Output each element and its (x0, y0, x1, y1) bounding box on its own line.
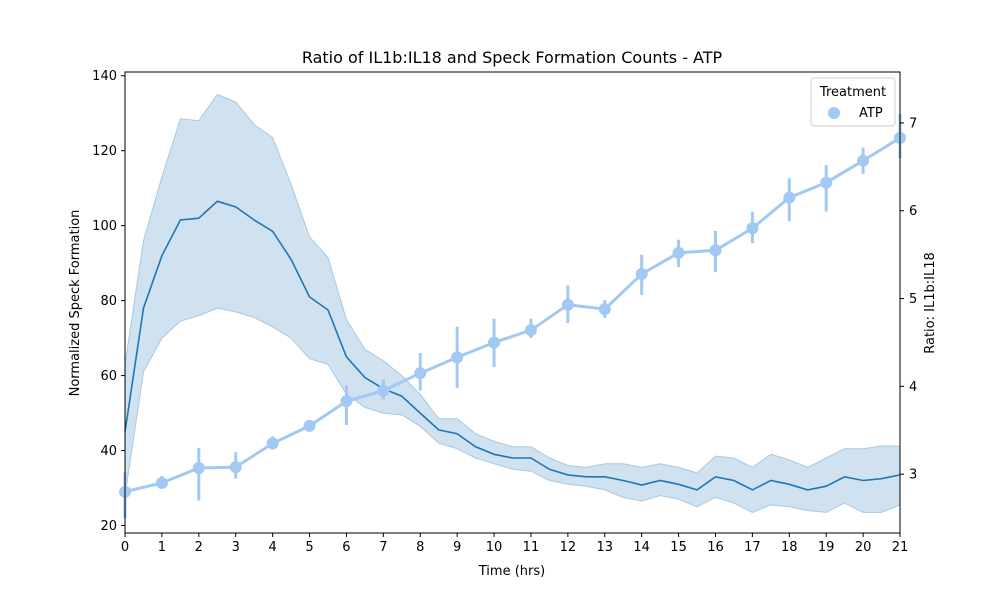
x-tick-label: 9 (453, 540, 461, 555)
right-y-tick-label: 3 (909, 468, 917, 483)
ratio-point (598, 303, 611, 316)
ratio-line (124, 136, 901, 494)
ratio-point (229, 461, 242, 474)
x-tick-label: 18 (781, 540, 798, 555)
ratio-point (672, 246, 685, 259)
x-tick-label: 19 (818, 540, 835, 555)
x-tick-label: 5 (305, 540, 313, 555)
speck-mean-series (124, 200, 901, 491)
right-y-tick-label: 6 (909, 204, 917, 219)
x-tick-label: 13 (596, 540, 613, 555)
x-tick-label: 10 (486, 540, 503, 555)
ratio-point (783, 191, 796, 204)
x-axis-label: Time (hrs) (478, 564, 545, 579)
right-y-tick-label: 7 (909, 116, 917, 131)
legend: Treatment ATP (810, 77, 896, 127)
ratio-point (192, 462, 205, 475)
x-tick-label: 16 (707, 540, 724, 555)
x-tick-label: 11 (523, 540, 540, 555)
ratio-point (820, 176, 833, 189)
ratio-point (377, 384, 390, 397)
x-tick-label: 4 (268, 540, 276, 555)
ratio-point (488, 336, 501, 349)
x-tick-label: 7 (379, 540, 387, 555)
left-y-axis-ticks: 20 40 60 80 100 120 140 (92, 69, 125, 534)
right-y-axis-ticks: 3 4 5 6 7 (900, 116, 917, 483)
ratio-point (524, 324, 537, 337)
x-tick-label: 8 (416, 540, 424, 555)
right-y-tick-label: 5 (909, 292, 917, 307)
ratio-point (857, 154, 870, 167)
left-y-tick-label: 100 (92, 219, 117, 234)
ratio-point (746, 222, 759, 235)
x-tick-label: 20 (855, 540, 872, 555)
ratio-point (635, 267, 648, 280)
x-tick-label: 6 (342, 540, 350, 555)
x-tick-label: 14 (633, 540, 650, 555)
ratio-point (451, 351, 464, 364)
left-y-tick-label: 140 (92, 69, 117, 84)
right-y-tick-label: 4 (909, 380, 917, 395)
left-y-tick-label: 120 (92, 144, 117, 159)
x-tick-label: 3 (232, 540, 240, 555)
ratio-point (340, 395, 353, 408)
ratio-point (561, 298, 574, 311)
x-tick-label: 15 (670, 540, 687, 555)
ratio-point (414, 367, 427, 380)
x-tick-label: 12 (560, 540, 577, 555)
plot-frame (124, 71, 901, 534)
ratio-point (155, 476, 168, 489)
ratio-point (709, 244, 722, 257)
speck-confidence-band (124, 93, 901, 513)
legend-title: Treatment (819, 85, 886, 100)
left-y-axis-label: Normalized Speck Formation (68, 210, 83, 397)
speck-mean-line (124, 200, 901, 491)
x-axis-ticks: 0 1 2 3 4 5 6 7 8 9 10 11 12 13 14 15 16 17 18 19 20 21 (121, 533, 908, 555)
x-tick-label: 21 (892, 540, 909, 555)
left-y-tick-label: 60 (100, 369, 117, 384)
right-y-axis-label: Ratio: IL1b:IL18 (923, 252, 938, 354)
chart-title: Ratio of IL1b:IL18 and Speck Formation C… (302, 48, 723, 67)
legend-entry-atp: ATP (859, 106, 883, 121)
left-y-tick-label: 80 (100, 294, 117, 309)
x-tick-label: 2 (195, 540, 203, 555)
left-y-tick-label: 40 (100, 444, 117, 459)
ratio-point (303, 419, 316, 432)
speck-ci-band (124, 93, 901, 513)
x-tick-label: 17 (744, 540, 761, 555)
left-y-tick-label: 20 (100, 519, 117, 534)
x-tick-label: 0 (121, 540, 129, 555)
x-tick-label: 1 (158, 540, 166, 555)
ratio-point (266, 437, 279, 450)
legend-marker-atp (828, 107, 840, 119)
